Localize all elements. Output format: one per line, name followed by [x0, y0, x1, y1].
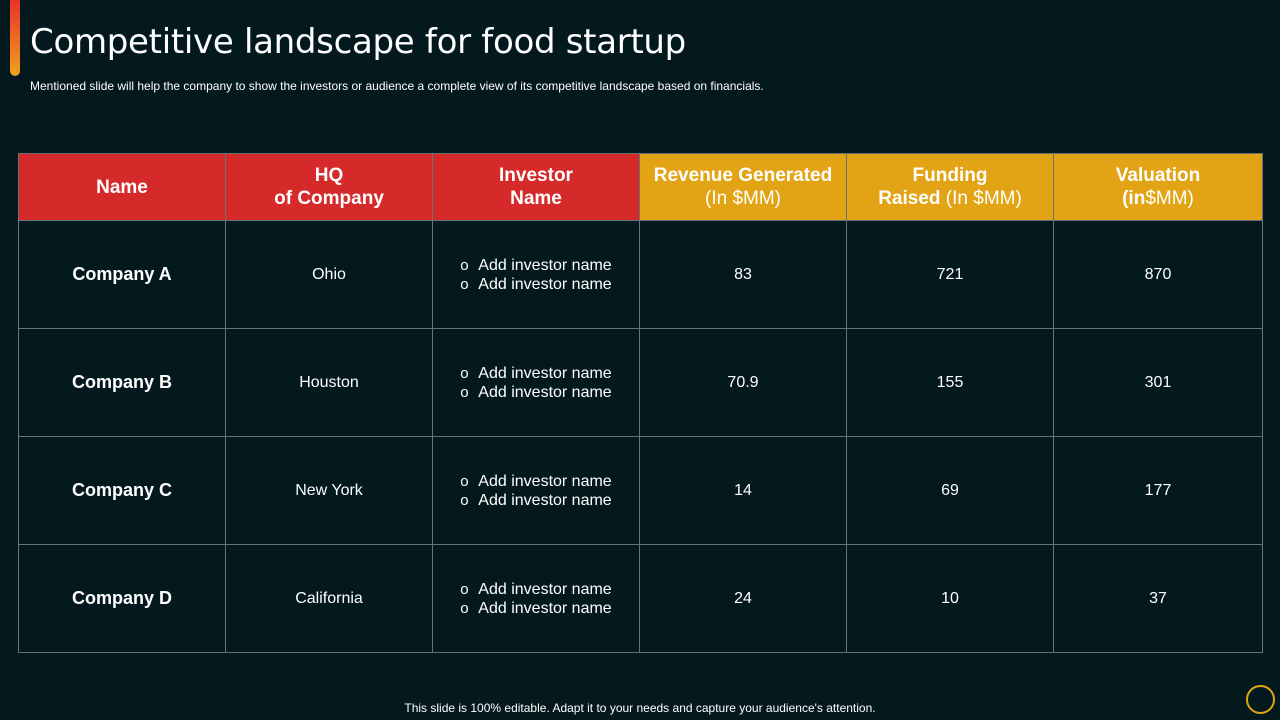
investor-list-cell: o Add investor name o Add investor name — [432, 328, 640, 437]
competitive-landscape-table: Name HQ of Company Investor Name Revenue… — [18, 153, 1263, 653]
header-valuation: Valuation (in$MM) — [1053, 153, 1263, 221]
circle-bullet-icon: o — [460, 275, 469, 293]
valuation-value: 870 — [1053, 220, 1263, 329]
circle-bullet-icon: o — [460, 383, 469, 401]
investor-item: o Add investor name — [460, 580, 612, 598]
funding-value: 69 — [846, 436, 1054, 545]
table-row: Company B Houston o Add investor name o Ad… — [18, 328, 1263, 437]
investor-item: o Add investor name — [460, 383, 612, 401]
investor-item: o Add investor name — [460, 472, 612, 490]
header-funding: Funding Raised (In $MM) — [846, 153, 1054, 221]
investor-item: o Add investor name — [460, 491, 612, 509]
hq-location: California — [225, 544, 433, 653]
table-row: Company D California o Add investor name … — [18, 544, 1263, 653]
company-name: Company B — [18, 328, 226, 437]
table-row: Company A Ohio o Add investor name o Add i… — [18, 220, 1263, 329]
company-name: Company D — [18, 544, 226, 653]
circle-bullet-icon: o — [460, 472, 469, 490]
header-investor: Investor Name — [432, 153, 640, 221]
circle-bullet-icon: o — [460, 364, 469, 382]
investor-item: o Add investor name — [460, 599, 612, 617]
valuation-value: 177 — [1053, 436, 1263, 545]
circle-bullet-icon: o — [460, 599, 469, 617]
investor-item: o Add investor name — [460, 275, 612, 293]
circle-icon — [1246, 685, 1275, 714]
investor-list-cell: o Add investor name o Add investor name — [432, 544, 640, 653]
slide-subtitle: Mentioned slide will help the company to… — [30, 79, 764, 93]
header-name: Name — [18, 153, 226, 221]
title-accent-bar — [10, 0, 20, 76]
table-header-row: Name HQ of Company Investor Name Revenue… — [18, 153, 1263, 221]
investor-list: o Add investor name o Add investor name — [460, 580, 611, 618]
valuation-value: 301 — [1053, 328, 1263, 437]
investor-item: o Add investor name — [460, 364, 612, 382]
funding-value: 721 — [846, 220, 1054, 329]
company-name: Company C — [18, 436, 226, 545]
investor-list-cell: o Add investor name o Add investor name — [432, 220, 640, 329]
hq-location: Houston — [225, 328, 433, 437]
investor-list-cell: o Add investor name o Add investor name — [432, 436, 640, 545]
funding-value: 155 — [846, 328, 1054, 437]
investor-list: o Add investor name o Add investor name — [460, 256, 611, 294]
investor-item: o Add investor name — [460, 256, 612, 274]
investor-list: o Add investor name o Add investor name — [460, 472, 611, 510]
revenue-value: 14 — [639, 436, 847, 545]
circle-bullet-icon: o — [460, 256, 469, 274]
header-hq: HQ of Company — [225, 153, 433, 221]
company-name: Company A — [18, 220, 226, 329]
circle-bullet-icon: o — [460, 580, 469, 598]
circle-bullet-icon: o — [460, 491, 469, 509]
slide-footer: This slide is 100% editable. Adapt it to… — [404, 701, 876, 715]
valuation-value: 37 — [1053, 544, 1263, 653]
revenue-value: 24 — [639, 544, 847, 653]
hq-location: New York — [225, 436, 433, 545]
funding-value: 10 — [846, 544, 1054, 653]
revenue-value: 83 — [639, 220, 847, 329]
investor-list: o Add investor name o Add investor name — [460, 364, 611, 402]
hq-location: Ohio — [225, 220, 433, 329]
header-revenue: Revenue Generated (In $MM) — [639, 153, 847, 221]
revenue-value: 70.9 — [639, 328, 847, 437]
slide-title: Competitive landscape for food startup — [30, 22, 686, 62]
